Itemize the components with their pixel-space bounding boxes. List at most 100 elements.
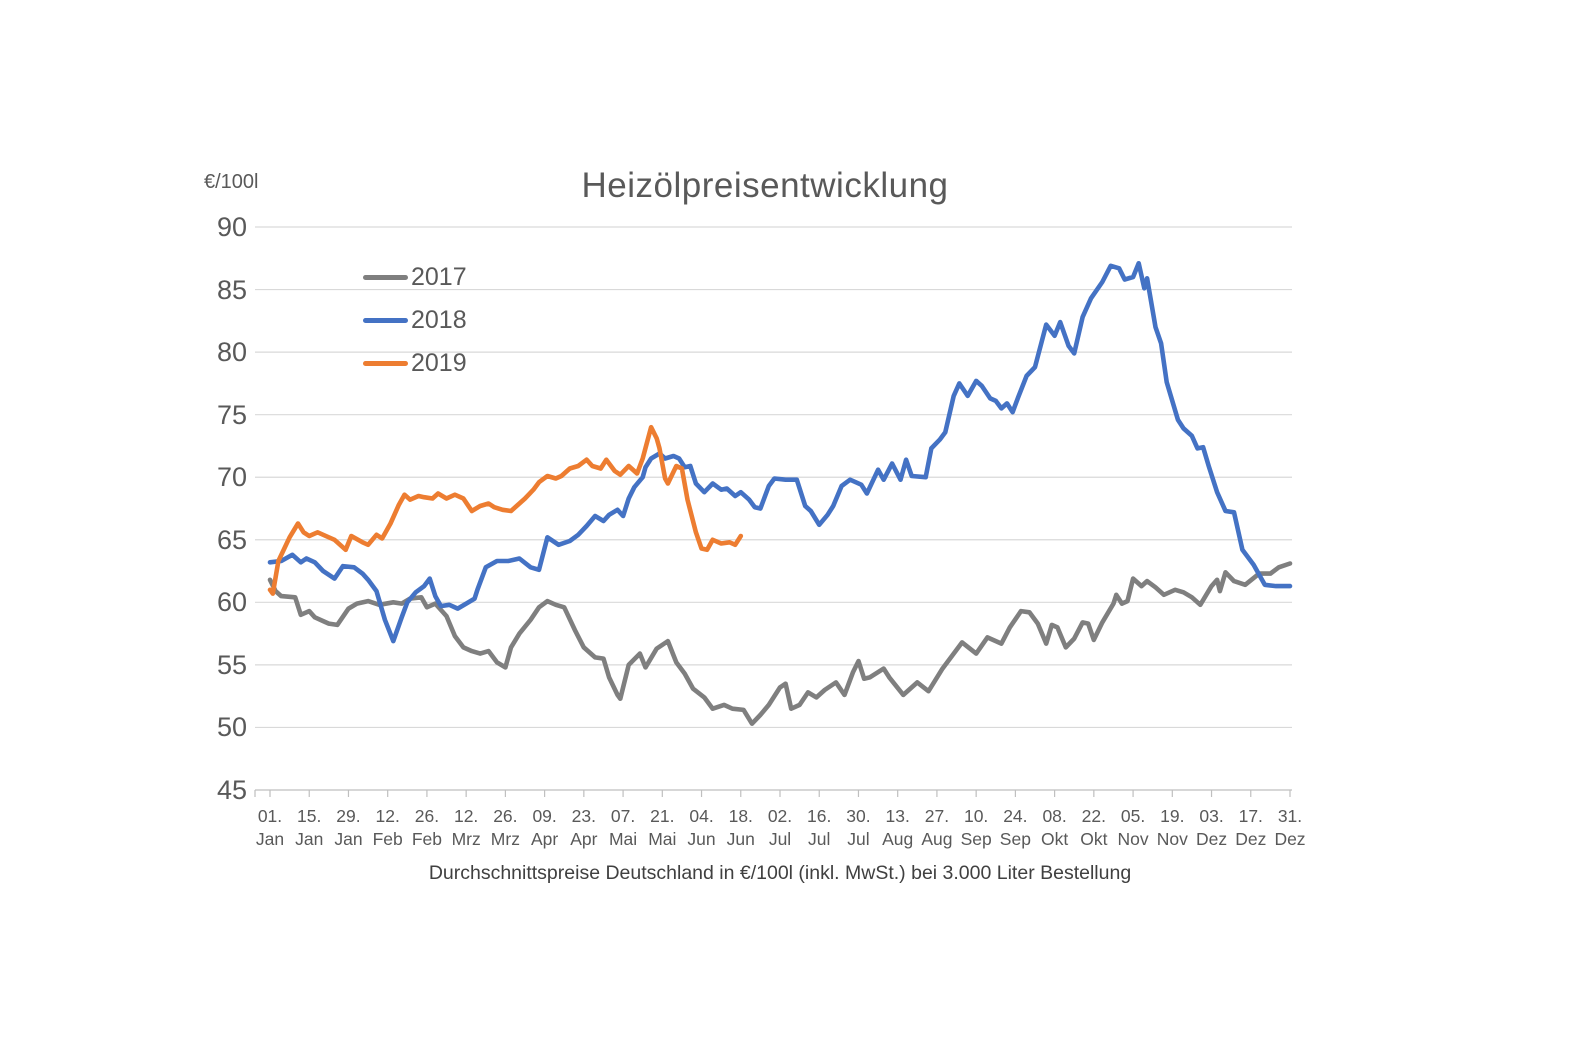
x-axis-label-month: Jul (768, 828, 792, 849)
x-axis-label-day: 15. (297, 806, 322, 826)
x-axis-label: 31. Dez (1266, 805, 1314, 850)
x-axis-label-month: Sep (999, 828, 1031, 849)
x-axis-label-month: Jul (808, 828, 831, 849)
x-axis-label-month: Okt (1040, 828, 1069, 849)
x-axis-label: 29. Jan (324, 805, 372, 850)
x-axis-label-day: 08. (1042, 806, 1067, 826)
x-axis-label-month: Nov (1156, 828, 1188, 849)
x-axis-label-day: 16. (807, 806, 832, 826)
x-axis-label-month: Feb (411, 828, 442, 849)
x-axis-label: 19. Nov (1148, 805, 1196, 850)
x-axis-label-month: Mrz (451, 828, 481, 849)
x-axis-label-day: 23. (571, 806, 596, 826)
x-axis-label-day: 31. (1277, 806, 1303, 826)
x-axis-label: 09. Apr (521, 805, 569, 850)
x-axis-label-month: Jan (255, 828, 285, 849)
x-axis-label-day: 10. (963, 806, 989, 826)
legend-item-2017: 2017 (363, 256, 467, 299)
x-axis-label: 08. Okt (1031, 805, 1079, 850)
legend-item-2018: 2018 (363, 299, 467, 342)
x-axis-label-day: 01. (257, 806, 283, 826)
x-axis-label: 23. Apr (560, 805, 608, 850)
x-axis-label-month: Aug (921, 828, 953, 849)
x-axis-label-day: 29. (336, 806, 361, 826)
x-axis-label-day: 26. (414, 806, 440, 826)
x-axis-label: 22. Okt (1070, 805, 1118, 850)
y-axis-label: 45 (216, 775, 247, 805)
x-axis-label-day: 12. (375, 806, 400, 826)
x-axis-label: 30. Jul (834, 805, 882, 850)
x-axis-label: 17. Dez (1227, 805, 1275, 850)
x-axis-label-day: 26. (493, 806, 518, 826)
x-axis-label-month: Dez (1195, 828, 1228, 849)
legend-swatch-2017 (363, 275, 408, 280)
y-axis-label: 55 (216, 649, 247, 680)
chart-caption: Durchschnittspreise Deutschland in €/100… (428, 862, 1132, 884)
x-axis-label: 07. Mai (599, 805, 647, 850)
x-axis-label-day: 03. (1199, 806, 1224, 826)
x-axis-label: 26. Feb (403, 805, 451, 850)
x-axis-label-day: 19. (1160, 806, 1185, 826)
x-axis-label: 05. Nov (1109, 805, 1157, 850)
y-axis-label: 65 (216, 524, 247, 555)
legend-label: 2018 (411, 306, 467, 334)
y-axis-label: 75 (216, 399, 247, 430)
y-axis-label: 90 (216, 212, 247, 242)
x-axis-label-day: 13. (885, 806, 910, 826)
x-axis-label-month: Mrz (490, 828, 520, 849)
x-axis-label-month: Aug (882, 828, 914, 849)
series-2019-line (267, 424, 744, 596)
x-axis-label-month: Okt (1080, 828, 1108, 849)
x-axis-label: 10. Sep (952, 805, 1000, 850)
x-axis-label-month: Mai (648, 828, 677, 849)
x-axis-label-day: 24. (1003, 806, 1028, 826)
x-axis-label-month: Apr (530, 828, 559, 849)
legend-swatch-2019 (363, 361, 408, 366)
chart-legend: 2017 2018 2019 (363, 256, 467, 385)
y-axis-label: 50 (216, 712, 247, 743)
y-axis-label: 80 (216, 337, 247, 368)
x-axis-label: 16. Jul (795, 805, 843, 850)
y-axis-label: 60 (216, 587, 247, 618)
x-axis-label-day: 21. (650, 806, 675, 826)
x-axis-label: 21. Mai (638, 805, 686, 850)
x-axis-label: 27. Aug (913, 805, 961, 850)
x-axis-label: 04. Jun (678, 805, 726, 850)
x-axis-label-month: Jan (334, 828, 363, 849)
x-axis-label-day: 18. (728, 806, 753, 826)
x-axis-label: 01. Jan (246, 805, 294, 850)
chart-title: Heizölpreisentwicklung (581, 166, 949, 205)
x-axis-label: 26. Mrz (481, 805, 529, 850)
y-axis-label: 85 (216, 274, 247, 305)
x-axis-label-month: Jul (847, 828, 870, 849)
series-2018-line (267, 260, 1293, 644)
x-axis-label-month: Dez (1274, 828, 1306, 849)
x-axis-label-day: 04. (689, 806, 714, 826)
x-axis-label-day: 09. (532, 806, 557, 826)
x-axis-label: 18. Jun (717, 805, 765, 850)
x-axis-label-day: 22. (1081, 806, 1106, 826)
x-axis-label-day: 17. (1238, 806, 1263, 826)
x-axis-label-month: Sep (960, 828, 992, 849)
x-axis-label-month: Mai (608, 828, 638, 849)
x-axis-label-day: 07. (610, 806, 636, 826)
x-axis-label: 15. Jan (285, 805, 333, 850)
y-axis-label: 70 (216, 462, 247, 493)
x-axis-label-day: 12. (453, 806, 479, 826)
x-axis-label-month: Feb (372, 828, 403, 849)
x-axis-label-month: Nov (1117, 828, 1149, 849)
x-axis-label: 12. Feb (364, 805, 412, 850)
x-axis-label-day: 05. (1120, 806, 1146, 826)
x-axis-label-month: Dez (1235, 828, 1267, 849)
x-axis-label-month: Jun (687, 828, 716, 849)
x-axis-label: 13. Aug (874, 805, 922, 850)
x-axis-label-day: 02. (767, 806, 793, 826)
legend-item-2019: 2019 (363, 342, 467, 385)
legend-label: 2017 (411, 263, 467, 291)
x-axis-label-day: 30. (846, 806, 871, 826)
x-axis-label: 24. Sep (991, 805, 1039, 850)
legend-label: 2019 (411, 349, 467, 377)
x-axis-label-month: Jan (295, 828, 324, 849)
